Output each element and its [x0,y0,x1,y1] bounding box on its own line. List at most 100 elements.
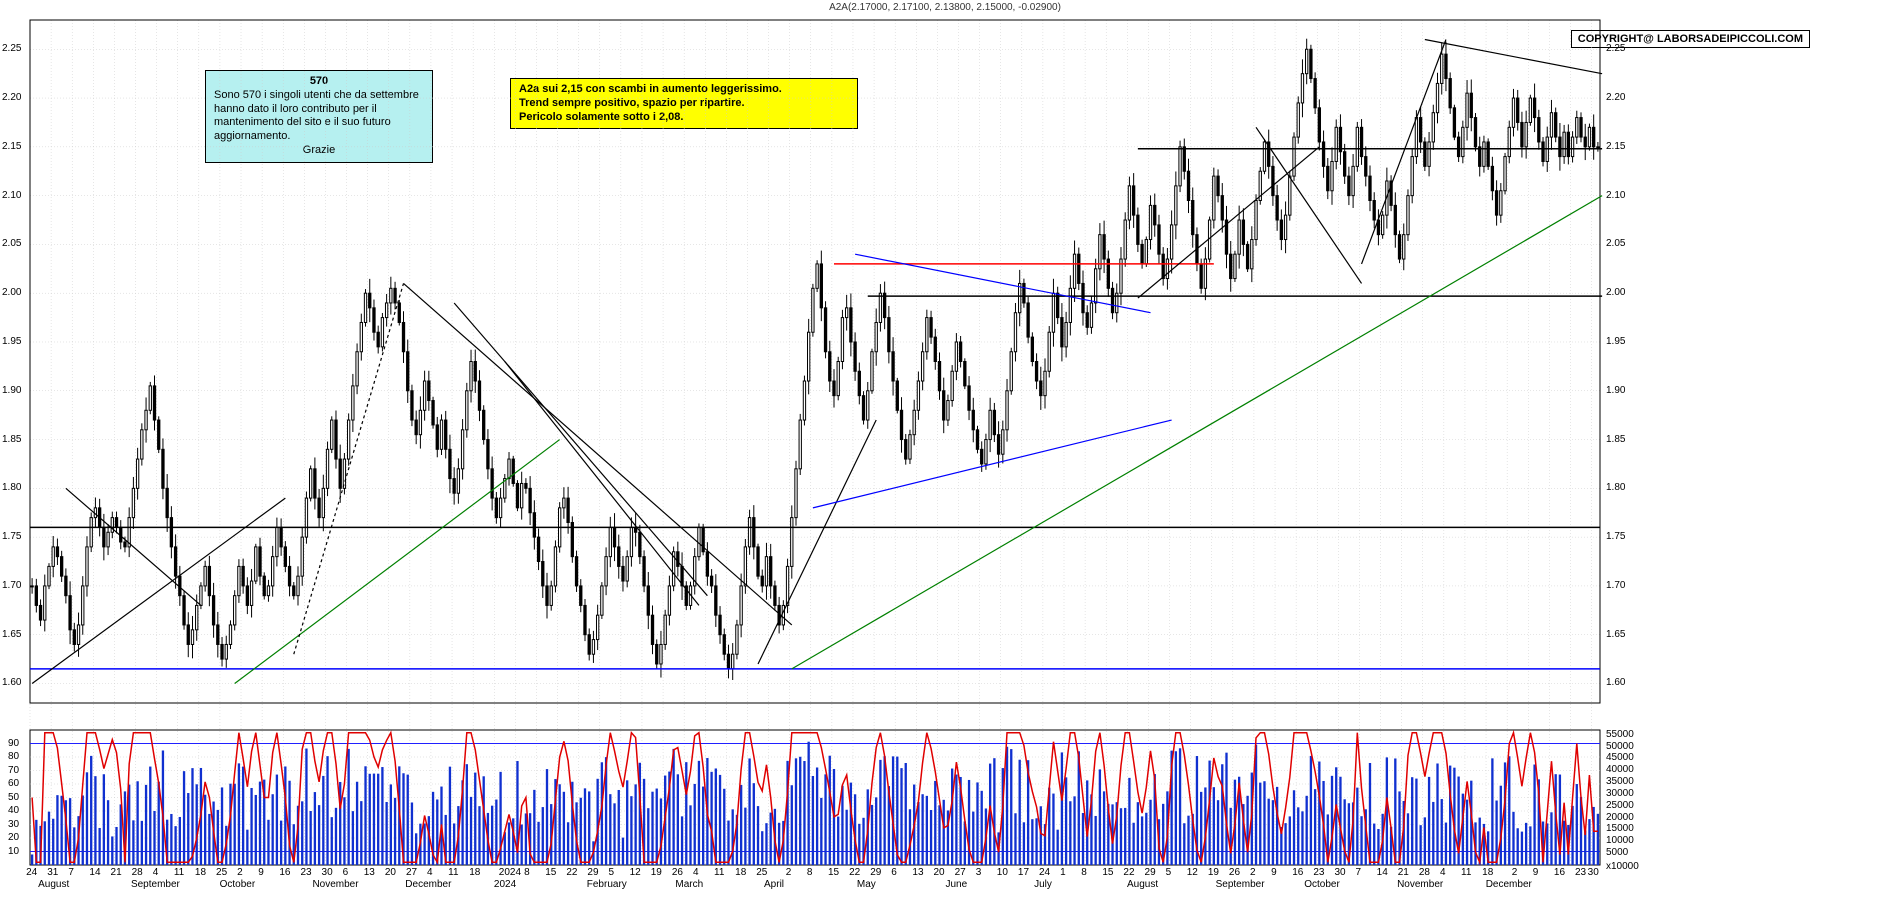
osc-tick-left: 50 [8,792,19,803]
x-day-label: 2024 [499,867,521,878]
osc-tick-left: 30 [8,819,19,830]
x-day-label: 31 [47,867,58,878]
x-day-label: 7 [1356,867,1362,878]
x-month-label: October [220,879,256,890]
osc-tick-left: 70 [8,765,19,776]
x-day-label: 9 [258,867,264,878]
vol-scale-note: x10000 [1606,861,1639,872]
x-day-label: 13 [912,867,923,878]
x-day-label: 16 [1292,867,1303,878]
x-day-label: 14 [89,867,100,878]
x-month-label: June [946,879,968,890]
vol-tick-right: 15000 [1606,823,1634,834]
price-tick-right: 1.65 [1606,629,1625,640]
price-tick-left: 1.90 [2,385,21,396]
x-day-label: 2 [1512,867,1518,878]
x-month-label: May [857,879,876,890]
x-day-label: 11 [174,867,184,878]
x-day-label: 28 [1419,867,1430,878]
x-day-label: 30 [1588,867,1599,878]
price-tick-right: 2.25 [1606,43,1625,54]
vol-tick-right: 10000 [1606,835,1634,846]
x-day-label: 11 [714,867,724,878]
x-day-label: 27 [955,867,966,878]
x-month-label: December [1486,879,1532,890]
osc-tick-left: 60 [8,778,19,789]
price-tick-left: 2.00 [2,287,21,298]
x-day-label: 23 [1313,867,1324,878]
x-day-label: 12 [1187,867,1198,878]
x-month-label: August [1127,879,1158,890]
x-day-label: 24 [26,867,37,878]
vol-tick-right: 50000 [1606,741,1634,752]
vol-tick-right: 35000 [1606,776,1634,787]
price-tick-right: 2.00 [1606,287,1625,298]
x-day-label: 5 [1166,867,1172,878]
x-month-label: August [38,879,69,890]
osc-tick-left: 40 [8,805,19,816]
x-day-label: 18 [735,867,746,878]
price-tick-right: 1.90 [1606,385,1625,396]
price-tick-left: 1.85 [2,434,21,445]
price-tick-right: 2.05 [1606,238,1625,249]
x-month-label: September [1216,879,1265,890]
x-month-label: 2024 [494,879,516,890]
x-day-label: 29 [1145,867,1156,878]
price-tick-right: 2.15 [1606,141,1625,152]
price-tick-left: 2.25 [2,43,21,54]
x-month-label: November [1397,879,1443,890]
price-tick-left: 2.10 [2,190,21,201]
vol-tick-right: 55000 [1606,729,1634,740]
x-day-label: 4 [427,867,433,878]
x-day-label: 23 [300,867,311,878]
x-day-label: 21 [111,867,122,878]
x-day-label: 14 [1377,867,1388,878]
x-day-label: 18 [469,867,480,878]
x-day-label: 5 [609,867,615,878]
x-day-label: 15 [1102,867,1113,878]
x-day-label: 25 [216,867,227,878]
x-month-label: March [675,879,703,890]
x-day-label: 29 [870,867,881,878]
x-day-label: 22 [566,867,577,878]
x-day-label: 16 [1554,867,1565,878]
x-day-label: 15 [545,867,556,878]
price-tick-left: 1.80 [2,482,21,493]
price-tick-right: 2.20 [1606,92,1625,103]
x-day-label: 17 [1018,867,1029,878]
osc-tick-left: 10 [8,846,19,857]
price-tick-right: 1.85 [1606,434,1625,445]
price-tick-left: 1.75 [2,531,21,542]
price-tick-left: 1.70 [2,580,21,591]
price-tick-left: 1.65 [2,629,21,640]
osc-tick-left: 90 [8,738,19,749]
x-day-label: 20 [934,867,945,878]
x-day-label: 24 [1039,867,1050,878]
x-day-label: 7 [68,867,74,878]
price-tick-left: 2.20 [2,92,21,103]
x-day-label: 19 [651,867,662,878]
price-tick-right: 1.95 [1606,336,1625,347]
x-month-label: February [587,879,627,890]
x-day-label: 18 [195,867,206,878]
price-tick-right: 1.80 [1606,482,1625,493]
vol-tick-right: 5000 [1606,847,1628,858]
price-tick-left: 1.95 [2,336,21,347]
osc-tick-left: 80 [8,751,19,762]
x-month-label: October [1304,879,1340,890]
vol-tick-right: 45000 [1606,752,1634,763]
x-month-label: December [405,879,451,890]
x-day-label: 8 [524,867,530,878]
x-month-label: April [764,879,784,890]
x-day-label: 10 [997,867,1008,878]
x-day-label: 20 [385,867,396,878]
x-day-label: 30 [1334,867,1345,878]
x-day-label: 1 [1060,867,1066,878]
x-day-label: 26 [672,867,683,878]
price-tick-left: 2.05 [2,238,21,249]
x-day-label: 2 [786,867,792,878]
x-day-label: 19 [1208,867,1219,878]
x-day-label: 25 [756,867,767,878]
x-day-label: 4 [153,867,159,878]
x-month-label: November [312,879,358,890]
